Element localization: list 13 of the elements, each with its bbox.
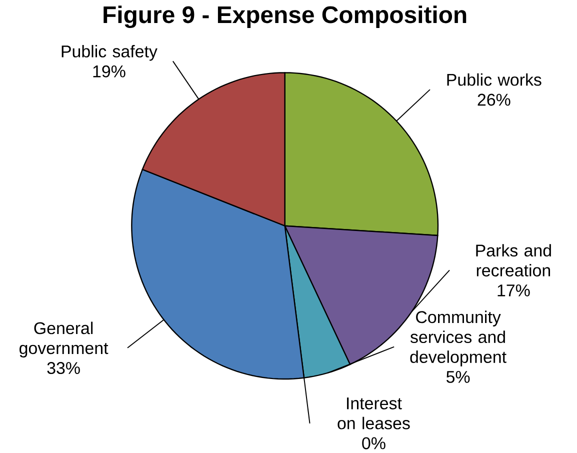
data-label: 26% bbox=[478, 94, 510, 106]
data-label: 33% bbox=[47, 362, 80, 374]
slice-label: Public safety bbox=[62, 44, 158, 61]
data-label: 19% bbox=[93, 65, 126, 78]
data-label: 17% bbox=[498, 284, 530, 296]
text: 0% bbox=[362, 437, 386, 450]
data-label: 5% bbox=[446, 370, 470, 383]
slice-label: Parks and recreation bbox=[476, 244, 551, 276]
slice-label: Community services and development bbox=[410, 310, 506, 366]
category-label: Interest on leases bbox=[338, 397, 410, 430]
slice-label: General government bbox=[20, 322, 108, 358]
slice-label: Public works bbox=[447, 73, 542, 86]
chart-title: Figure 9 - Expense Composition bbox=[104, 6, 466, 28]
